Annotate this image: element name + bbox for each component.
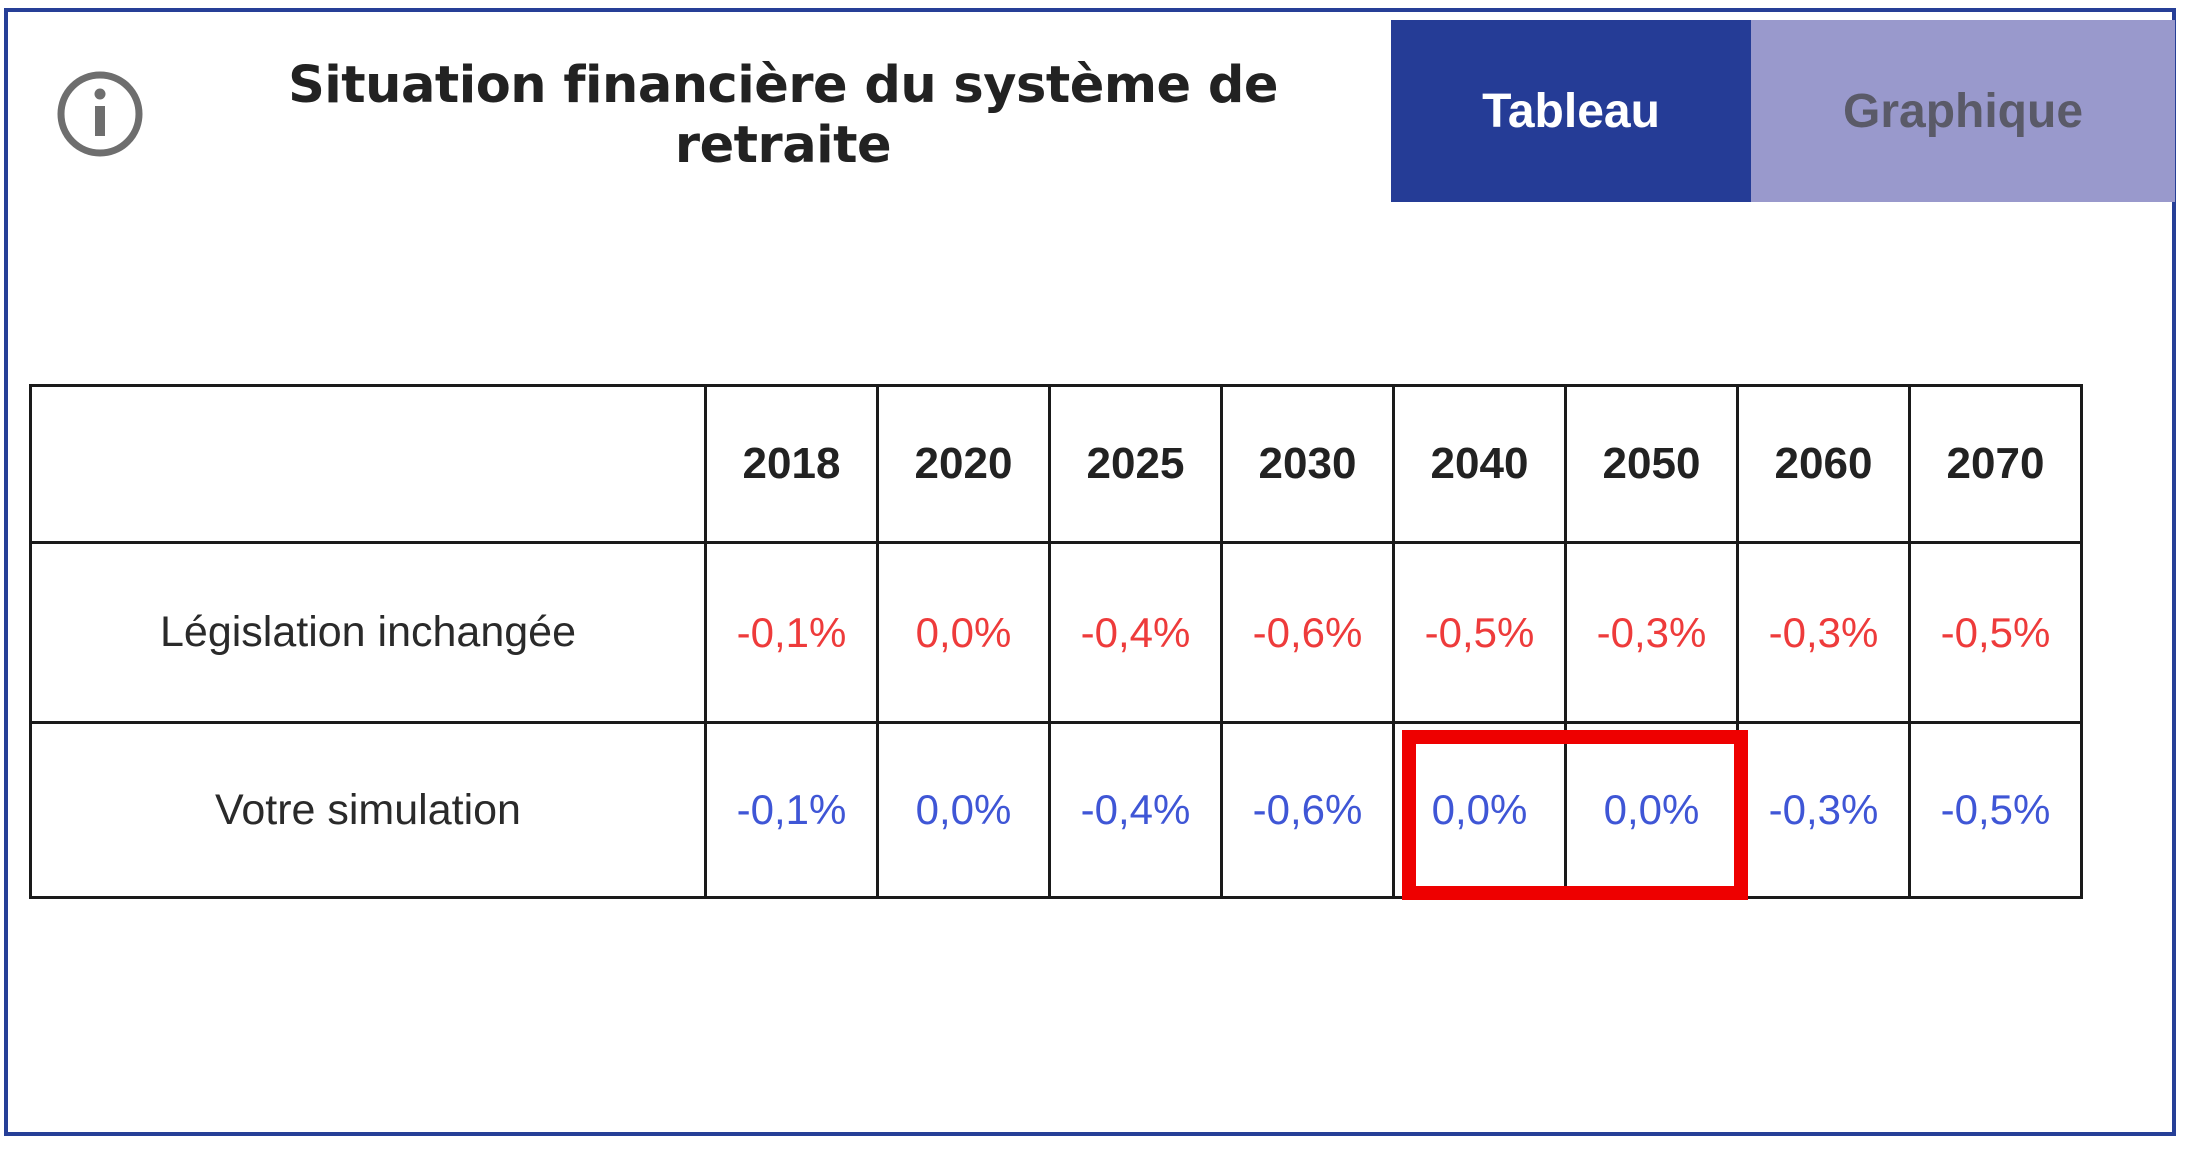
simulation-value: 0,0% [1392,721,1567,899]
legislation-value: -0,6% [1220,541,1395,724]
table-row-legislation: Législation inchangée -0,1% 0,0% -0,4% -… [29,541,2083,724]
results-table: 2018 2020 2025 2030 2040 2050 2060 2070 … [29,384,2083,899]
page-title: Situation financière du système de retra… [288,56,1278,175]
info-icon[interactable] [56,70,144,158]
legislation-value: -0,4% [1048,541,1223,724]
legislation-value: 0,0% [876,541,1051,724]
tab-graphique[interactable]: Graphique [1751,20,2175,202]
simulation-value: -0,4% [1048,721,1223,899]
header-empty-cell [29,384,707,544]
year-header: 2040 [1392,384,1567,544]
year-header: 2018 [704,384,879,544]
simulation-value: -0,5% [1908,721,2083,899]
year-header: 2060 [1736,384,1911,544]
tab-tableau[interactable]: Tableau [1391,20,1751,202]
simulation-value: -0,6% [1220,721,1395,899]
header-row: 2018 2020 2025 2030 2040 2050 2060 2070 [29,384,2083,544]
legislation-value: -0,3% [1564,541,1739,724]
financial-situation-panel: Situation financière du système de retra… [4,8,2176,1136]
year-header: 2025 [1048,384,1223,544]
row-label-legislation: Législation inchangée [29,541,707,724]
legislation-value: -0,5% [1908,541,2083,724]
row-label-simulation: Votre simulation [29,721,707,899]
year-header: 2070 [1908,384,2083,544]
legislation-value: -0,5% [1392,541,1567,724]
year-header: 2020 [876,384,1051,544]
simulation-value: 0,0% [876,721,1051,899]
year-header: 2030 [1220,384,1395,544]
simulation-value: -0,1% [704,721,879,899]
legislation-value: -0,1% [704,541,879,724]
table-row-simulation: Votre simulation -0,1% 0,0% -0,4% -0,6% … [29,721,2083,899]
simulation-value: 0,0% [1564,721,1739,899]
legislation-value: -0,3% [1736,541,1911,724]
year-header: 2050 [1564,384,1739,544]
simulation-value: -0,3% [1736,721,1911,899]
